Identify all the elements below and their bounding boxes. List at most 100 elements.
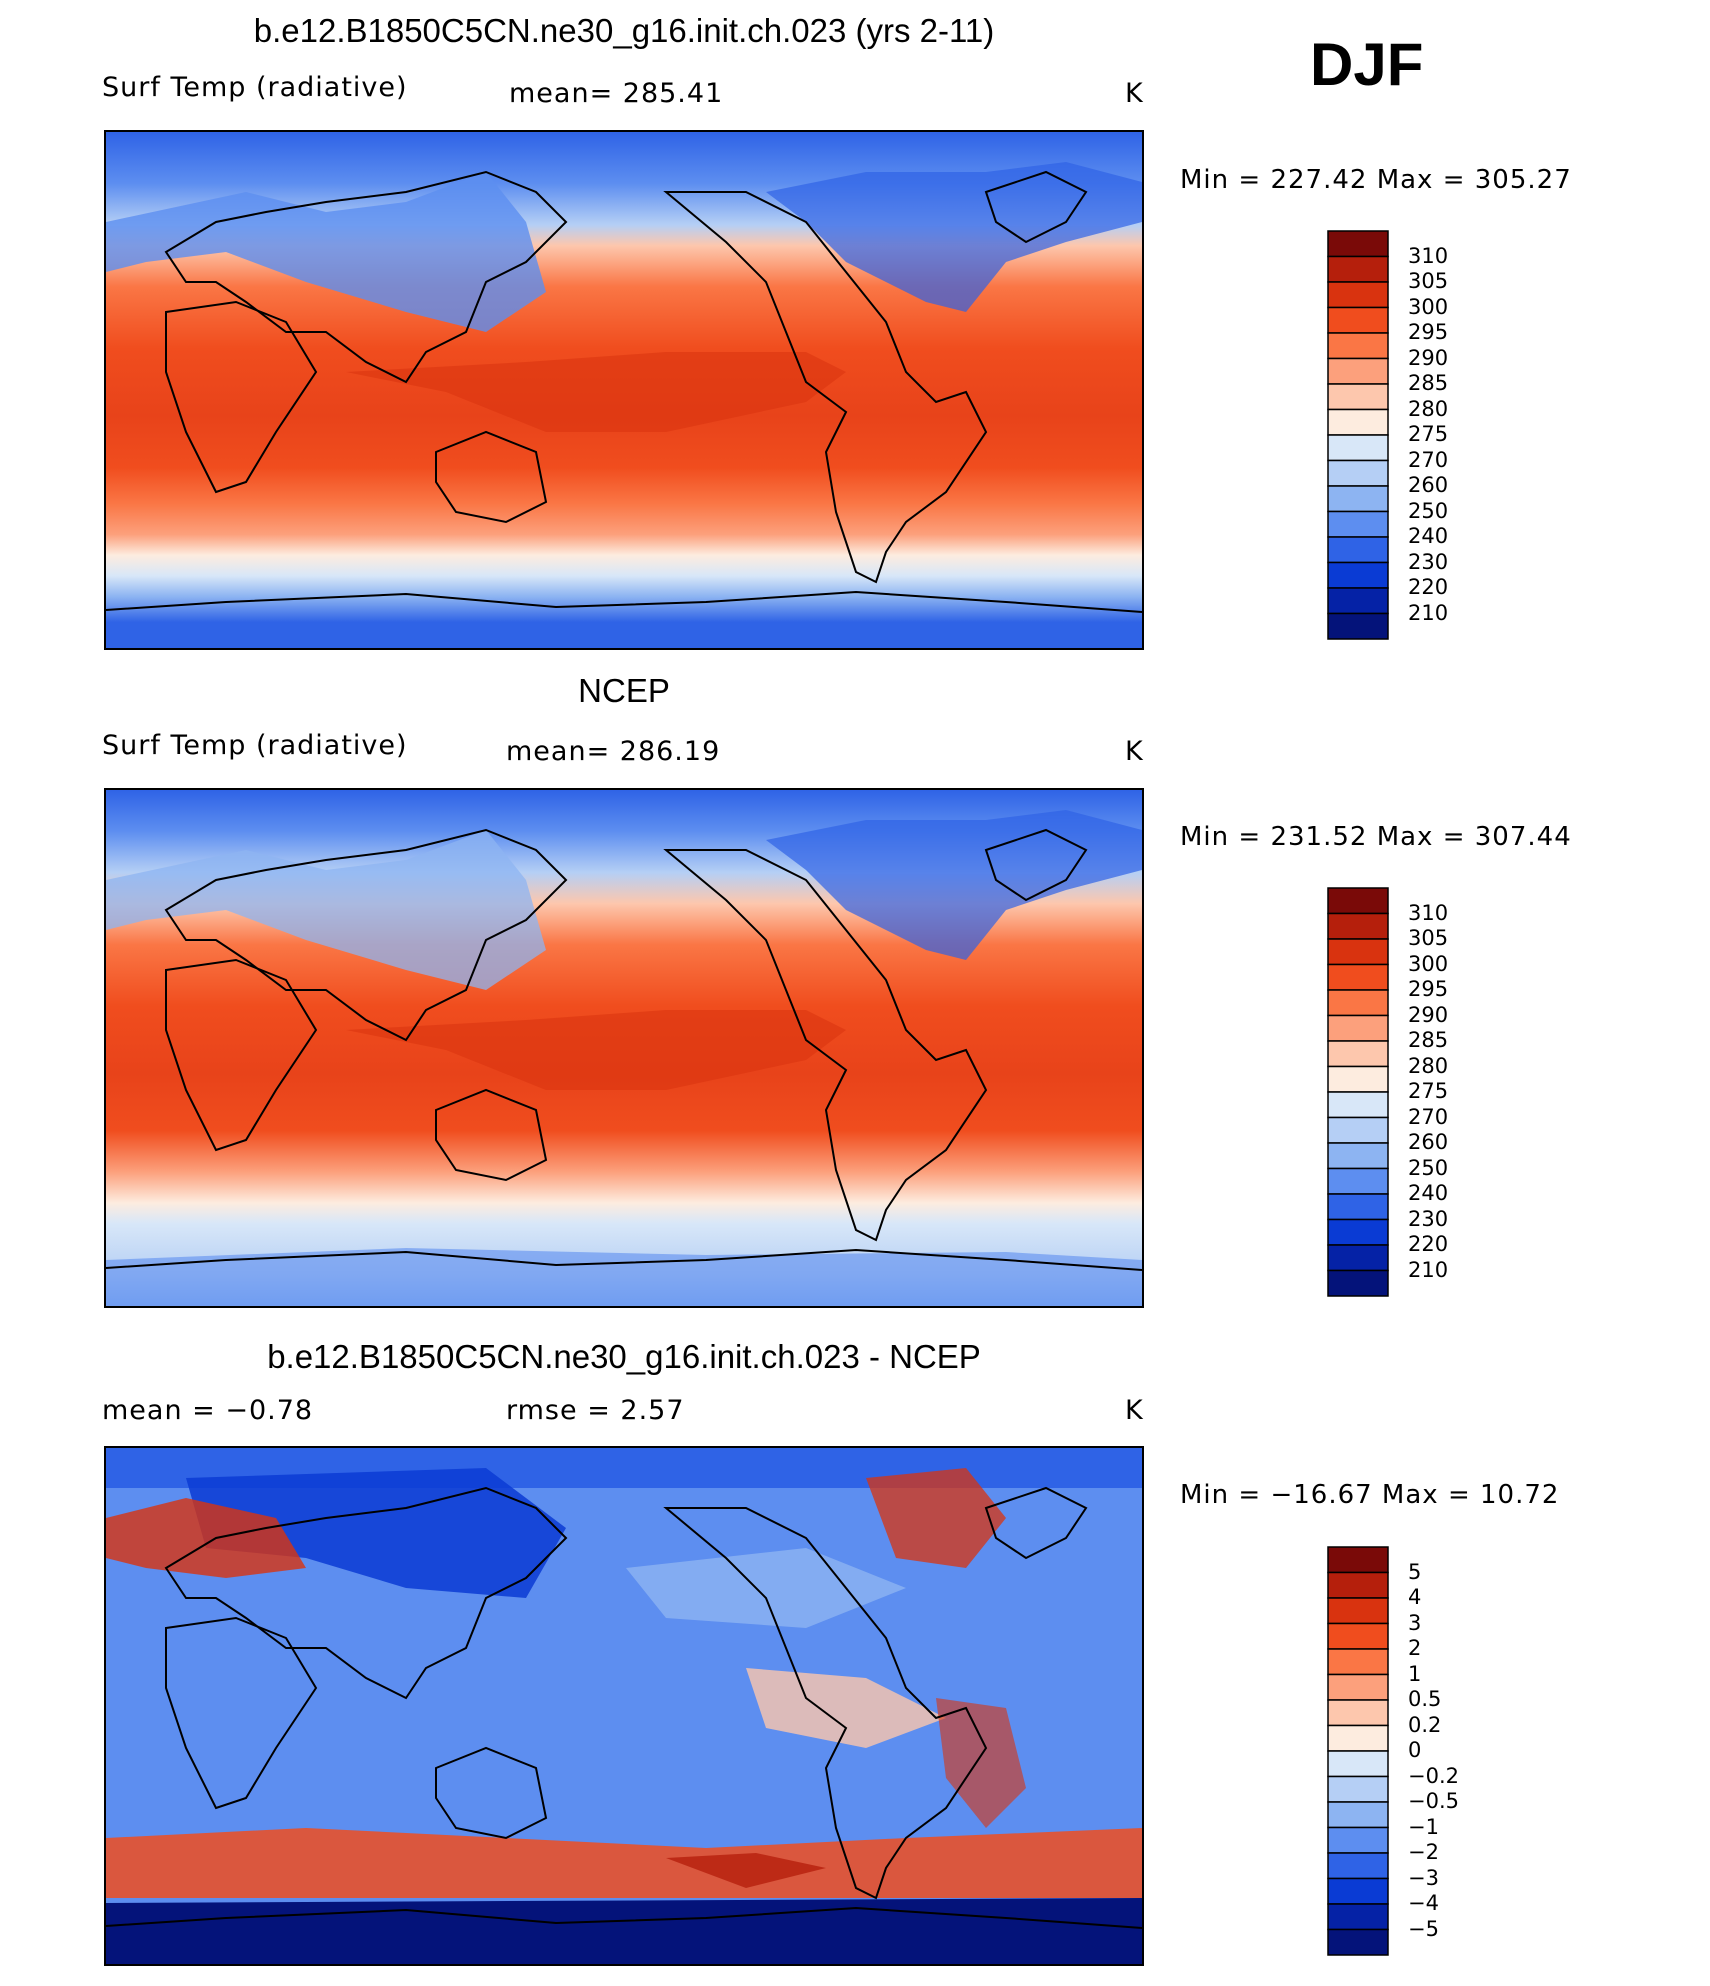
colorbar-swatch	[1327, 938, 1389, 966]
colorbar-swatch	[1327, 332, 1389, 360]
colorbar-tick-label: 310	[1408, 900, 1449, 925]
panel-1-variable-label: Surf Temp (radiative)	[102, 72, 408, 103]
colorbar-tick-label: 285	[1408, 371, 1449, 395]
colorbar-swatch	[1327, 1091, 1389, 1119]
panel-2-mean-label: mean= 286.19	[506, 736, 721, 767]
colorbar-swatch	[1327, 887, 1389, 915]
colorbar-tick-label: 210	[1408, 1257, 1449, 1282]
panel-1-units: K	[1125, 78, 1144, 109]
colorbar-tick-label: 300	[1408, 951, 1449, 976]
colorbar-swatch	[1327, 1877, 1389, 1905]
colorbar-tick-label: −0.2	[1408, 1763, 1459, 1788]
colorbar-tick-label: 260	[1408, 1130, 1449, 1154]
colorbar-swatch	[1327, 587, 1389, 615]
colorbar-swatch	[1327, 1750, 1389, 1778]
colorbar-tick-label: −4	[1408, 1891, 1439, 1915]
panel-3-units: K	[1125, 1395, 1144, 1426]
colorbar-swatch	[1327, 1724, 1389, 1752]
colorbar-swatch	[1327, 357, 1389, 385]
colorbar-swatch	[1327, 1244, 1389, 1272]
colorbar-swatch	[1327, 1597, 1389, 1625]
colorbar-swatch	[1327, 1571, 1389, 1599]
colorbar-tick-label: 290	[1408, 1002, 1449, 1027]
panel-3-rmse-label: rmse = 2.57	[506, 1395, 685, 1426]
colorbar-tick-label: −3	[1408, 1865, 1439, 1890]
panel-2-title: NCEP	[578, 672, 670, 709]
panel-2-units: K	[1125, 736, 1144, 767]
colorbar-swatch	[1327, 1065, 1389, 1093]
colorbar-tick-label: 300	[1408, 294, 1449, 319]
panel-3-title: b.e12.B1850C5CN.ne30_g16.init.ch.023 - N…	[267, 1338, 981, 1375]
colorbar-tick-label: 2	[1408, 1636, 1422, 1660]
colorbar-swatch	[1327, 459, 1389, 487]
colorbar-tick-label: 3	[1408, 1610, 1422, 1635]
panel-1-map	[104, 130, 1144, 650]
colorbar-swatch	[1327, 510, 1389, 538]
colorbar-swatch	[1327, 1903, 1389, 1931]
colorbar-tick-label: 260	[1408, 473, 1449, 497]
colorbar-swatch	[1327, 1801, 1389, 1829]
colorbar-tick-label: 280	[1408, 1053, 1449, 1078]
colorbar-swatch	[1327, 1218, 1389, 1246]
colorbar-swatch	[1327, 281, 1389, 309]
colorbar-swatch	[1327, 383, 1389, 411]
colorbar-tick-label: −0.5	[1408, 1789, 1459, 1813]
colorbar-tick-label: −5	[1408, 1916, 1439, 1941]
colorbar-swatch	[1327, 1142, 1389, 1170]
colorbar-tick-label: 240	[1408, 1181, 1449, 1205]
panel-3-field	[106, 1448, 1142, 1964]
colorbar-tick-label: 270	[1408, 1104, 1449, 1129]
colorbar-swatch	[1327, 255, 1389, 283]
panel-3-map	[104, 1446, 1144, 1966]
colorbar-svg	[1327, 1546, 1389, 1956]
colorbar-swatch	[1327, 612, 1389, 640]
colorbar-swatch	[1327, 1040, 1389, 1068]
colorbar-tick-label: 295	[1408, 977, 1449, 1001]
colorbar-tick-label: 275	[1408, 422, 1449, 446]
colorbar-swatch	[1327, 1622, 1389, 1650]
colorbar-tick-label: 295	[1408, 320, 1449, 344]
panel-3-minmax: Min = −16.67 Max = 10.72	[1180, 1480, 1560, 1510]
colorbar-svg	[1327, 230, 1389, 640]
colorbar-tick-label: 0.2	[1408, 1712, 1442, 1737]
colorbar-tick-label: 285	[1408, 1028, 1449, 1052]
colorbar-swatch	[1327, 536, 1389, 564]
colorbar-swatch	[1327, 1014, 1389, 1042]
colorbar-tick-label: 5	[1408, 1559, 1422, 1584]
season-label: DJF	[1310, 31, 1424, 98]
panel-1-title: b.e12.B1850C5CN.ne30_g16.init.ch.023 (yr…	[253, 12, 995, 49]
colorbar-tick-label: −2	[1408, 1840, 1439, 1864]
panel-2-field	[106, 790, 1142, 1306]
colorbar-tick-label: 220	[1408, 575, 1449, 599]
colorbar-swatch	[1327, 434, 1389, 462]
colorbar-tick-label: 290	[1408, 345, 1449, 370]
colorbar-tick-label: 275	[1408, 1079, 1449, 1103]
colorbar-tick-label: 1	[1408, 1661, 1422, 1686]
panel-2-map	[104, 788, 1144, 1308]
colorbar-tick-label: 0	[1408, 1738, 1422, 1762]
colorbar-swatch	[1327, 1116, 1389, 1144]
colorbar-swatch	[1327, 1826, 1389, 1854]
colorbar-tick-label: 220	[1408, 1232, 1449, 1256]
colorbar-tick-label: 240	[1408, 524, 1449, 548]
colorbar-swatch	[1327, 1775, 1389, 1803]
panel-3-colorbar	[1327, 1546, 1389, 1956]
colorbar-swatch	[1327, 306, 1389, 334]
colorbar-swatch	[1327, 408, 1389, 436]
colorbar-tick-label: 4	[1408, 1585, 1422, 1609]
colorbar-swatch	[1327, 485, 1389, 513]
colorbar-tick-label: 230	[1408, 1206, 1449, 1231]
colorbar-swatch	[1327, 1193, 1389, 1221]
colorbar-swatch	[1327, 561, 1389, 589]
panel-3-mean-label: mean = −0.78	[102, 1395, 314, 1426]
colorbar-swatch	[1327, 1167, 1389, 1195]
colorbar-tick-label: 250	[1408, 1155, 1449, 1180]
panel-2-colorbar	[1327, 887, 1389, 1297]
colorbar-swatch	[1327, 1928, 1389, 1956]
colorbar-swatch	[1327, 1648, 1389, 1676]
panel-1-colorbar	[1327, 230, 1389, 640]
panel-1-minmax: Min = 227.42 Max = 305.27	[1180, 165, 1572, 195]
panel-1-mean-label: mean= 285.41	[509, 78, 724, 109]
colorbar-swatch	[1327, 1852, 1389, 1880]
colorbar-swatch	[1327, 1546, 1389, 1574]
